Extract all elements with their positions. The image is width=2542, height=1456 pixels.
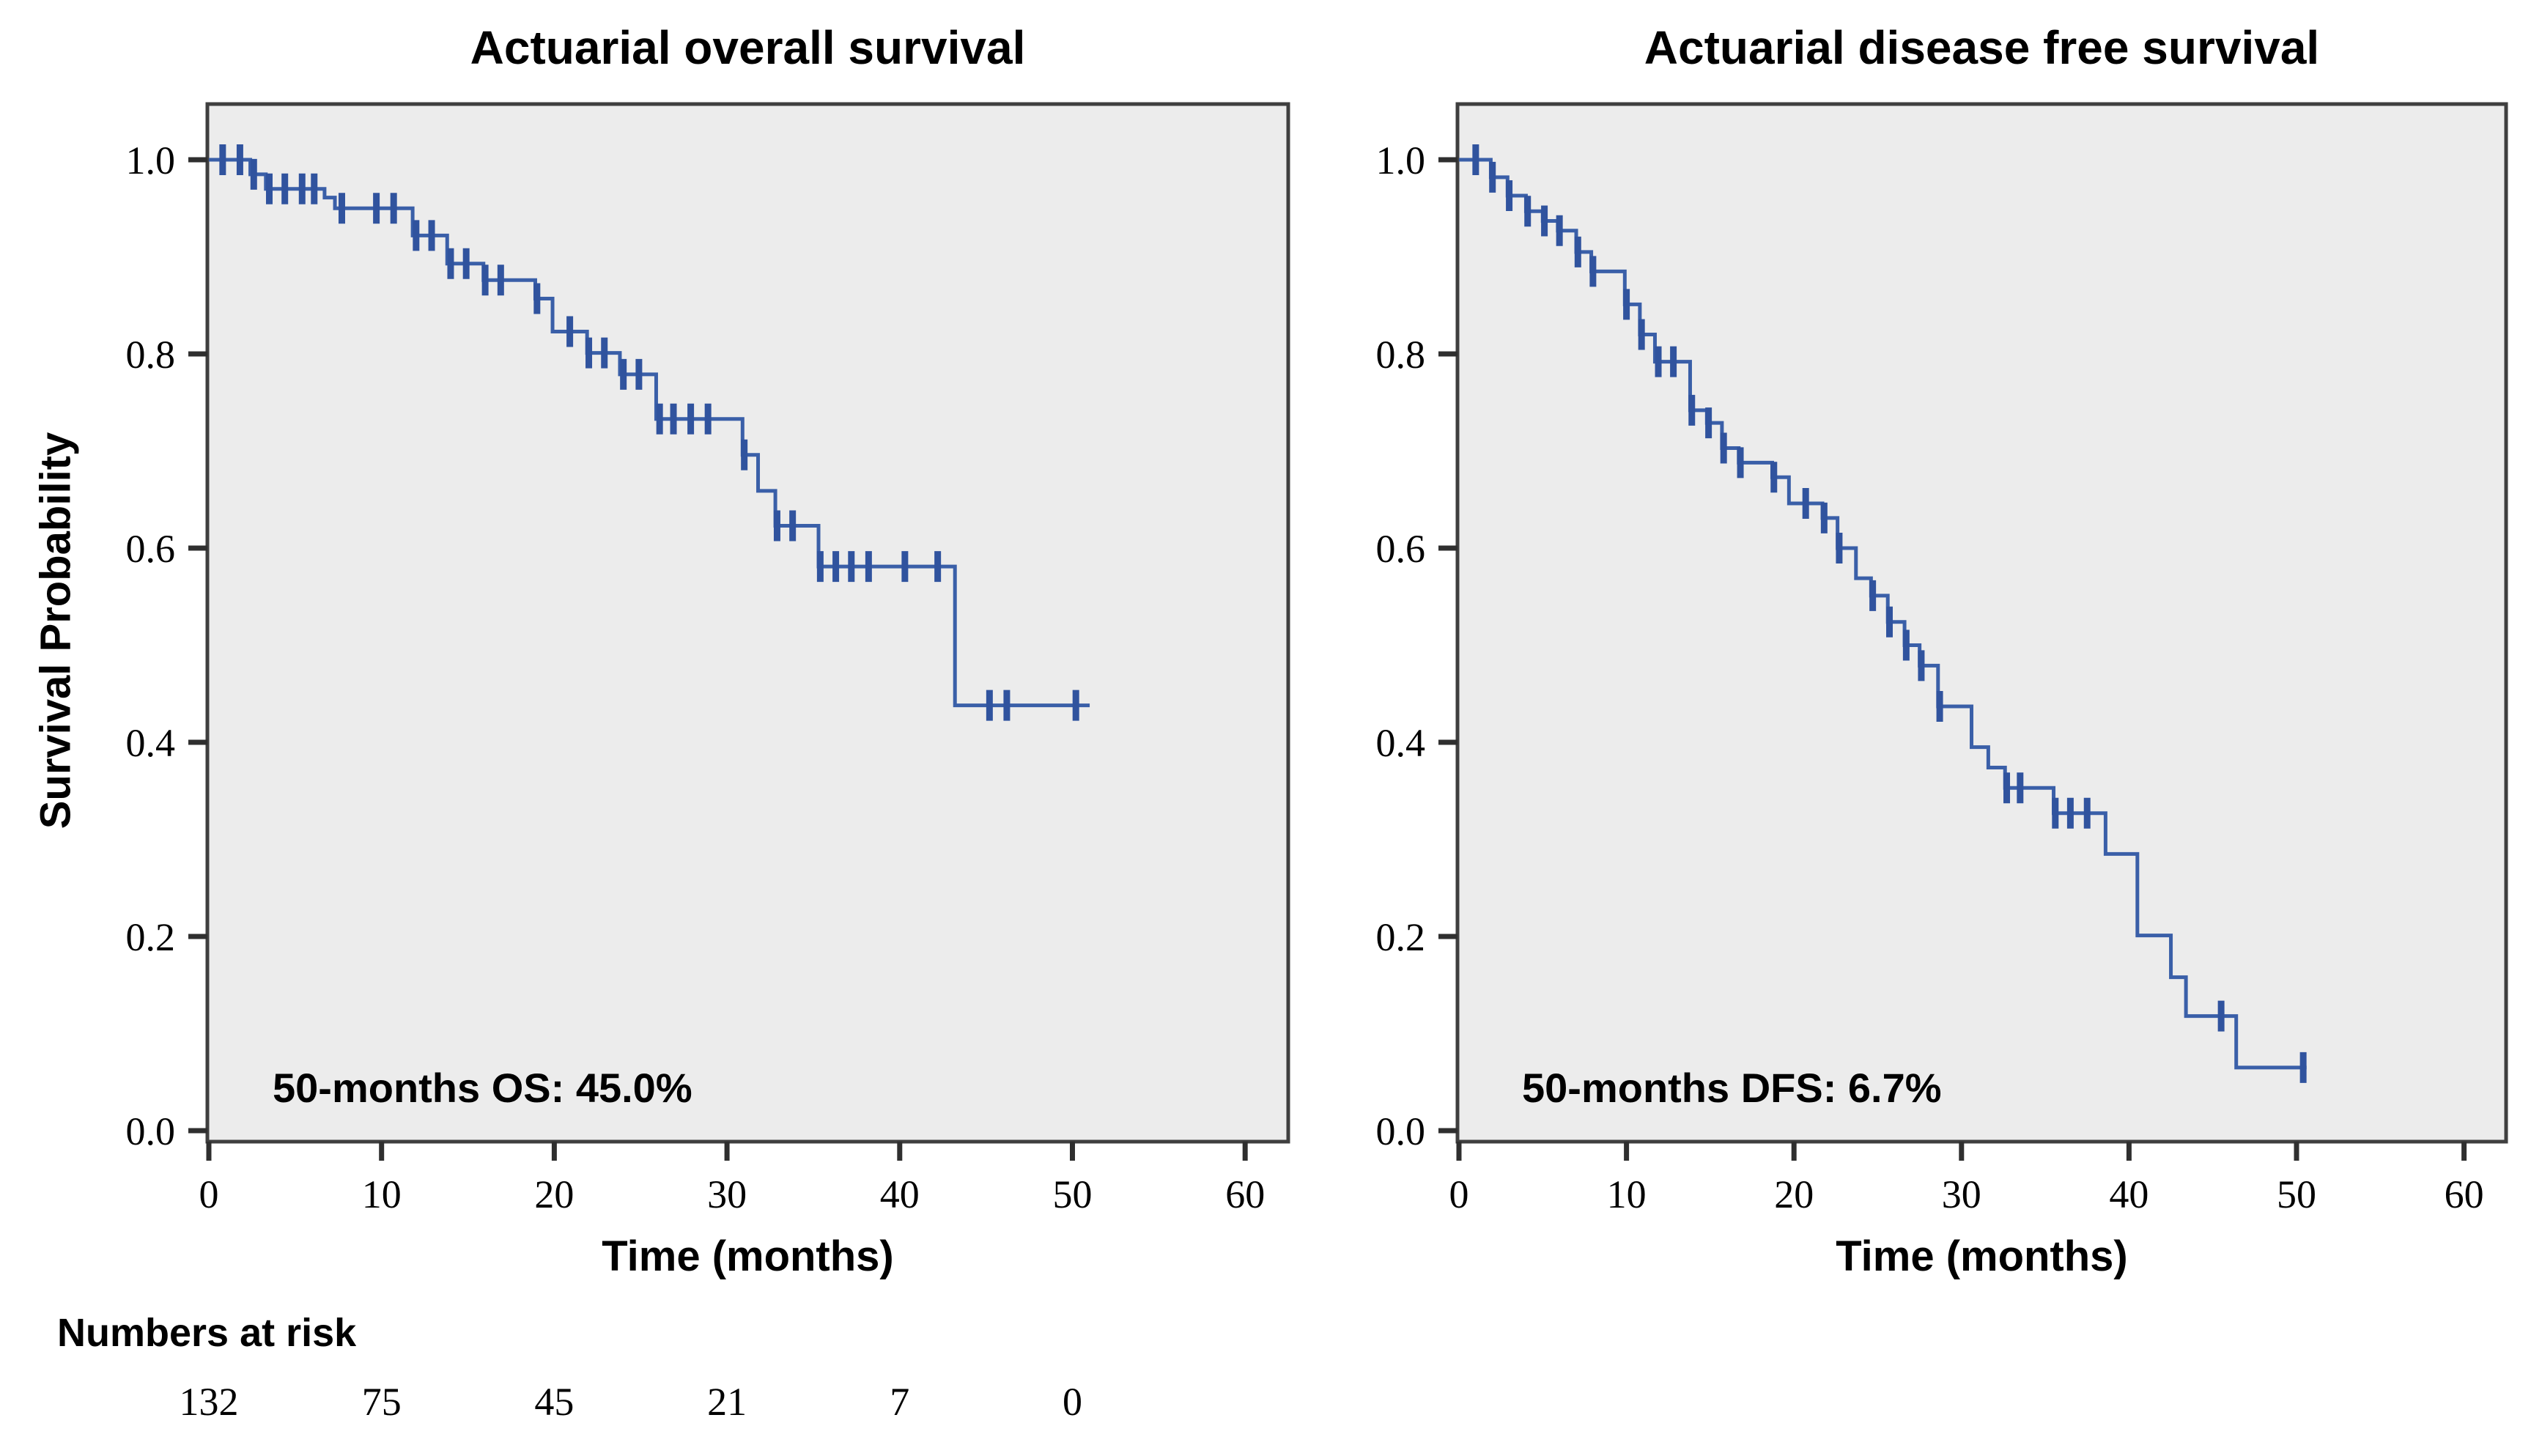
- y-tick-label: 1.0: [126, 138, 176, 182]
- x-axis-title-dfs: Time (months): [1836, 1233, 2128, 1280]
- x-tick-label: 50: [2277, 1172, 2316, 1216]
- x-tick-label: 10: [1607, 1172, 1647, 1216]
- annotation-os-rate: 50-months OS: 45.0%: [273, 1065, 692, 1111]
- y-tick-label: 0.6: [126, 527, 176, 571]
- y-axis-title-text: Survival Probability: [32, 432, 80, 829]
- y-tick-label: 0.6: [1376, 527, 1426, 571]
- y-tick-label: 0.0: [1376, 1109, 1426, 1153]
- x-tick-label: 10: [362, 1172, 402, 1216]
- numbers-at-risk-values: 132 75 45 21 7 0: [0, 1379, 2542, 1430]
- y-tick-label: 0.2: [126, 915, 176, 959]
- x-tick-label: 40: [880, 1172, 920, 1216]
- x-tick-label: 30: [707, 1172, 747, 1216]
- annotation-dfs-rate: 50-months DFS: 6.7%: [1522, 1065, 1942, 1111]
- y-tick-label: 0.8: [1376, 333, 1426, 377]
- chart-title-overall-survival: Actuarial overall survival: [470, 21, 1026, 74]
- x-tick-label: 60: [1225, 1172, 1265, 1216]
- y-tick-label: 1.0: [1376, 138, 1426, 182]
- risk-value: 75: [361, 1380, 402, 1424]
- chart-title-disease-free-survival: Actuarial disease free survival: [1644, 21, 2320, 74]
- x-tick-label: 60: [2445, 1172, 2484, 1216]
- y-axis-title: Survival Probability: [12, 315, 100, 945]
- x-tick-label: 40: [2109, 1172, 2148, 1216]
- y-tick-label: 0.2: [1376, 915, 1426, 959]
- x-tick-label: 0: [1449, 1172, 1469, 1216]
- survival-curve: [209, 158, 1090, 708]
- risk-value: 21: [707, 1380, 747, 1424]
- x-tick-label: 0: [199, 1172, 219, 1216]
- plot-area: [1455, 102, 2508, 1144]
- y-tick-label: 0.4: [126, 721, 176, 765]
- plot-area: [205, 102, 1290, 1144]
- x-axis-title-os: Time (months): [602, 1233, 894, 1280]
- x-tick-label: 20: [1774, 1172, 1814, 1216]
- y-tick-label: 0.0: [126, 1109, 176, 1153]
- x-tick-label: 30: [1942, 1172, 1981, 1216]
- risk-value: 0: [1063, 1380, 1082, 1424]
- risk-value: 132: [179, 1380, 239, 1424]
- risk-value: 45: [534, 1380, 574, 1424]
- y-tick-label: 0.8: [126, 333, 176, 377]
- censor-marks: [1472, 144, 2307, 1083]
- censor-marks: [219, 144, 1079, 721]
- y-tick-label: 0.4: [1376, 721, 1426, 765]
- x-tick-label: 20: [534, 1172, 574, 1216]
- risk-value: 7: [890, 1380, 910, 1424]
- x-tick-label: 50: [1053, 1172, 1093, 1216]
- numbers-at-risk-label: Numbers at risk: [57, 1311, 357, 1355]
